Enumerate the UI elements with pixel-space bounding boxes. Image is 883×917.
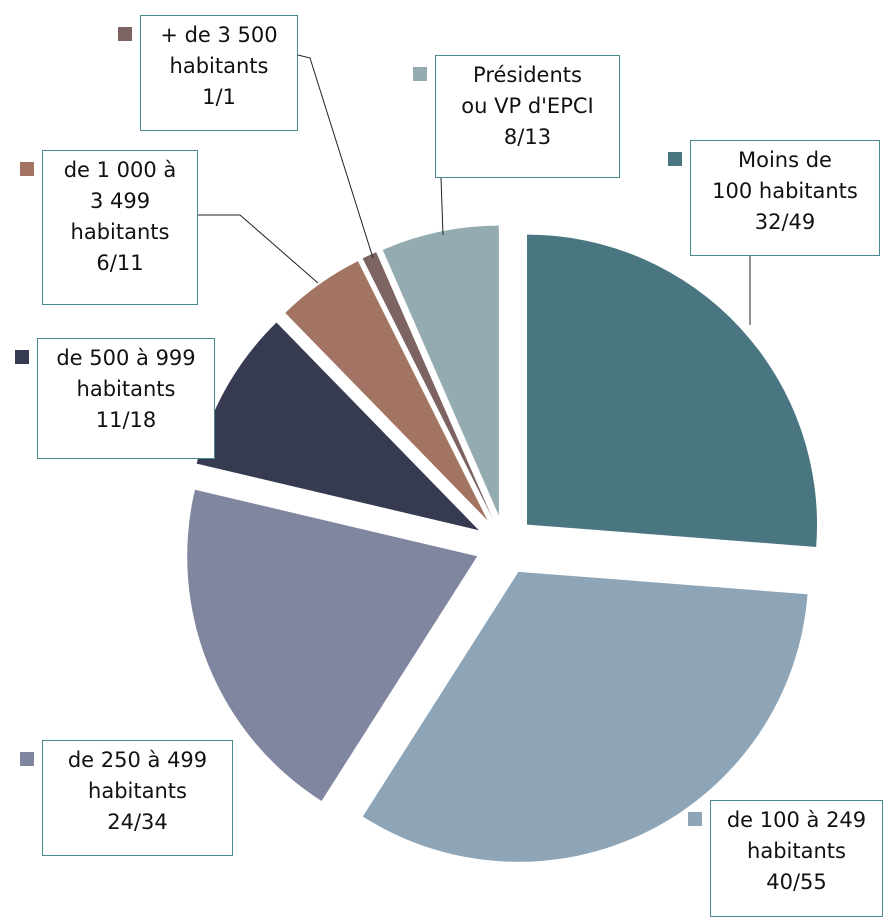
legend-swatch (20, 752, 34, 766)
value-label: 11/18 (95, 408, 157, 432)
leader-line (198, 214, 319, 284)
data-label: Présidents ou VP d'EPCI 8/13 (435, 55, 620, 178)
pie-slice (187, 489, 478, 801)
data-label: + de 3 500 habitants 1/1 (140, 15, 298, 131)
data-label: de 250 à 499 habitants 24/34 (42, 740, 233, 856)
pie-slice (362, 252, 493, 518)
pie-slice (285, 261, 488, 521)
category-label: + de 3 500 habitants (160, 23, 278, 78)
leader-line (440, 177, 444, 236)
value-label: 6/11 (96, 251, 144, 275)
data-label: de 1 000 à 3 499 habitants 6/11 (42, 150, 198, 305)
pie-slice (527, 234, 818, 548)
category-label: de 500 à 999 habitants (56, 346, 196, 401)
value-label: 8/13 (503, 125, 552, 149)
data-label: de 100 à 249 habitants 40/55 (710, 800, 883, 917)
category-label: de 100 à 249 habitants (726, 808, 867, 863)
legend-swatch (118, 27, 132, 41)
category-label: de 250 à 499 habitants (67, 748, 208, 803)
value-label: 24/34 (107, 810, 168, 834)
value-label: 32/49 (754, 210, 816, 234)
legend-swatch (413, 67, 427, 81)
legend-swatch (15, 350, 29, 364)
value-label: 1/1 (202, 85, 236, 109)
category-label: de 1 000 à 3 499 habitants (63, 158, 177, 244)
value-label: 40/55 (766, 870, 827, 894)
pie-slice (362, 571, 808, 862)
legend-swatch (668, 152, 682, 166)
leader-line (297, 54, 374, 259)
category-label: Présidents ou VP d'EPCI (461, 63, 594, 118)
pie-slice (196, 322, 479, 531)
legend-swatch (20, 162, 34, 176)
category-label: Moins de 100 habitants (712, 148, 858, 203)
data-label: Moins de 100 habitants 32/49 (690, 140, 880, 256)
pie-slice (382, 225, 499, 516)
leader-lines (198, 54, 751, 325)
legend-swatch (688, 812, 702, 826)
data-label: de 500 à 999 habitants 11/18 (37, 338, 215, 459)
